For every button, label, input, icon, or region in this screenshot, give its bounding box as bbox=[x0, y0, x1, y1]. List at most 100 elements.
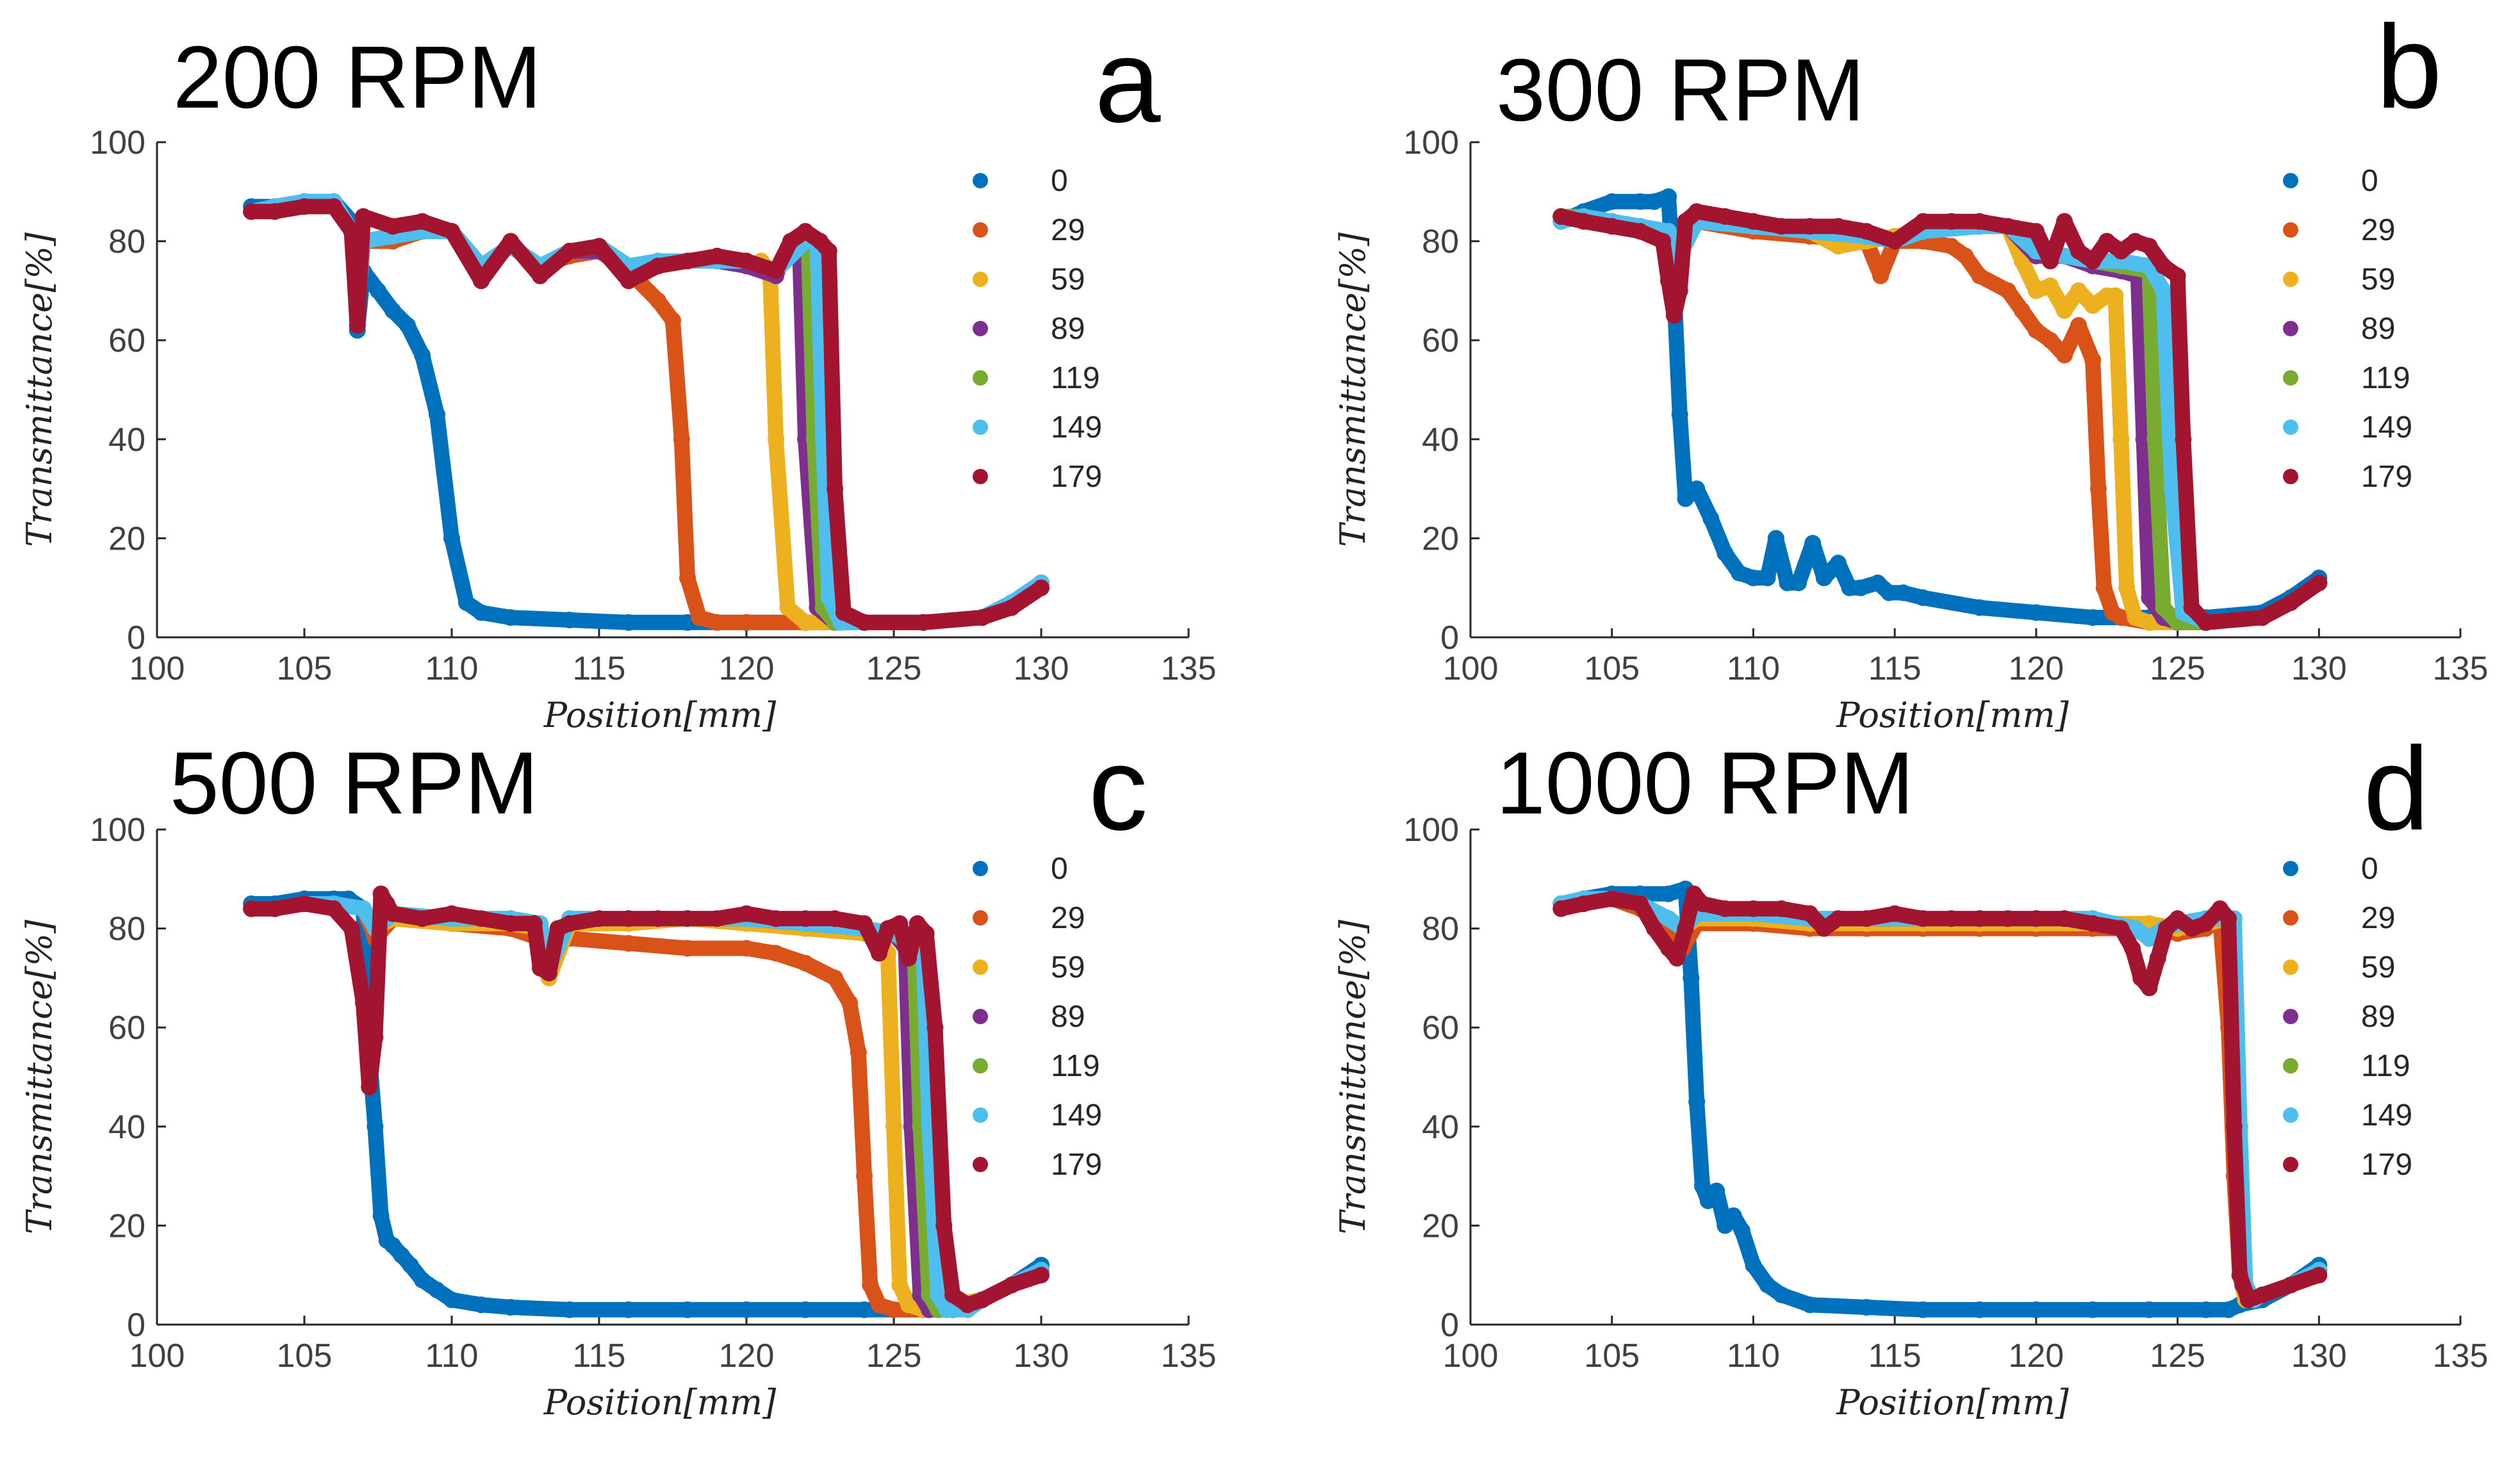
legend-label-179: 179 bbox=[1051, 460, 1102, 494]
legend-label-29: 29 bbox=[1051, 901, 1085, 935]
data-point bbox=[1829, 238, 1847, 255]
data-point bbox=[2013, 252, 2030, 270]
data-point bbox=[1688, 480, 1706, 498]
legend-marker-119 bbox=[973, 1058, 988, 1074]
data-point bbox=[1815, 569, 1832, 587]
x-tick-label: 125 bbox=[2150, 1337, 2205, 1375]
data-point bbox=[1660, 885, 1677, 902]
x-tick-label: 100 bbox=[129, 650, 185, 687]
data-point bbox=[2027, 910, 2045, 927]
panel-title: 1000 RPM bbox=[1496, 734, 1914, 833]
data-point bbox=[1767, 530, 1784, 547]
data-point bbox=[2183, 599, 2200, 616]
x-tick-label: 130 bbox=[2291, 650, 2347, 687]
legend-label-89: 89 bbox=[2361, 312, 2395, 346]
legend-label-0: 0 bbox=[1051, 164, 1068, 198]
data-point bbox=[862, 1277, 879, 1294]
data-point bbox=[620, 614, 637, 631]
data-point bbox=[1603, 193, 1620, 210]
data-point bbox=[1801, 218, 1818, 235]
data-point bbox=[2027, 322, 2045, 339]
data-point bbox=[414, 213, 431, 230]
data-point bbox=[1688, 203, 1706, 220]
data-point bbox=[930, 1286, 946, 1303]
data-point bbox=[2070, 243, 2088, 260]
legend-marker-0 bbox=[2283, 861, 2298, 876]
data-point bbox=[1971, 1301, 1988, 1318]
data-point bbox=[414, 347, 431, 364]
data-point bbox=[650, 910, 666, 927]
data-point bbox=[296, 895, 313, 912]
y-tick-label: 60 bbox=[1422, 322, 1459, 359]
data-point bbox=[2254, 609, 2271, 626]
plot-area bbox=[1552, 880, 2328, 1318]
y-tick-label: 20 bbox=[108, 1207, 145, 1245]
legend-label-29: 29 bbox=[2361, 901, 2395, 935]
data-point bbox=[871, 945, 887, 962]
legend: 0 29 59 89 119 149 179 bbox=[973, 164, 1102, 494]
data-point bbox=[1829, 910, 1847, 927]
data-point bbox=[797, 223, 814, 240]
legend-label-149: 149 bbox=[2361, 1098, 2412, 1132]
data-point bbox=[343, 920, 360, 937]
panel-letter: d bbox=[2364, 723, 2430, 855]
legend-marker-29 bbox=[2283, 910, 2298, 926]
data-point bbox=[1869, 574, 1886, 591]
data-point bbox=[835, 604, 852, 621]
data-point bbox=[1631, 193, 1649, 210]
panel-letter: c bbox=[1089, 723, 1148, 855]
data-point bbox=[1971, 267, 1988, 284]
x-tick-label: 120 bbox=[2008, 650, 2064, 687]
legend-marker-89 bbox=[2283, 321, 2298, 336]
data-point bbox=[827, 910, 843, 927]
data-point bbox=[768, 262, 784, 279]
data-point bbox=[502, 1298, 519, 1316]
data-point bbox=[243, 203, 260, 220]
data-point bbox=[1645, 920, 1663, 937]
data-point bbox=[2056, 302, 2073, 319]
legend-marker-179 bbox=[973, 1157, 988, 1172]
data-point bbox=[1733, 1222, 1750, 1239]
data-point bbox=[429, 406, 445, 423]
chart-panel-b: 100 105 110 115 120 125 130 135 0 20 40 60 80 100 Posi… bbox=[1333, 1, 2488, 735]
data-point bbox=[532, 267, 548, 284]
legend-label-89: 89 bbox=[1051, 1000, 1085, 1034]
data-point bbox=[650, 292, 666, 309]
data-point bbox=[827, 480, 843, 498]
data-point bbox=[1886, 233, 1904, 250]
legend: 0 29 59 89 119 149 179 bbox=[2283, 164, 2412, 494]
y-tick-label: 0 bbox=[127, 1307, 145, 1344]
y-tick-label: 40 bbox=[108, 1109, 145, 1146]
legend-marker-0 bbox=[973, 173, 988, 188]
data-point bbox=[561, 915, 578, 932]
x-tick-label: 135 bbox=[1161, 1337, 1217, 1375]
data-point bbox=[2146, 430, 2164, 448]
legend-marker-0 bbox=[2283, 173, 2298, 188]
data-point bbox=[2027, 223, 2045, 240]
data-point bbox=[738, 252, 755, 270]
legend-marker-179 bbox=[973, 469, 988, 484]
data-point bbox=[2112, 243, 2130, 260]
legend-label-0: 0 bbox=[1051, 852, 1068, 886]
y-tick-label: 80 bbox=[108, 911, 145, 948]
data-point bbox=[1717, 544, 1734, 562]
data-point bbox=[1671, 406, 1688, 423]
data-point bbox=[797, 910, 814, 927]
data-point bbox=[2027, 282, 2045, 299]
x-tick-label: 125 bbox=[866, 650, 922, 687]
data-point bbox=[1654, 233, 1672, 250]
data-point bbox=[267, 203, 283, 220]
y-tick-label: 60 bbox=[108, 322, 145, 359]
data-point bbox=[325, 900, 342, 917]
data-point bbox=[679, 1301, 696, 1318]
data-point bbox=[1665, 307, 1683, 324]
data-point bbox=[1631, 895, 1649, 912]
x-tick-label: 135 bbox=[2433, 1337, 2489, 1375]
legend-marker-119 bbox=[973, 370, 988, 386]
legend-marker-59 bbox=[973, 272, 988, 287]
data-point bbox=[355, 900, 372, 917]
data-point bbox=[915, 614, 932, 631]
data-point bbox=[2084, 352, 2102, 369]
data-point bbox=[900, 1296, 917, 1314]
data-point bbox=[2141, 979, 2158, 997]
